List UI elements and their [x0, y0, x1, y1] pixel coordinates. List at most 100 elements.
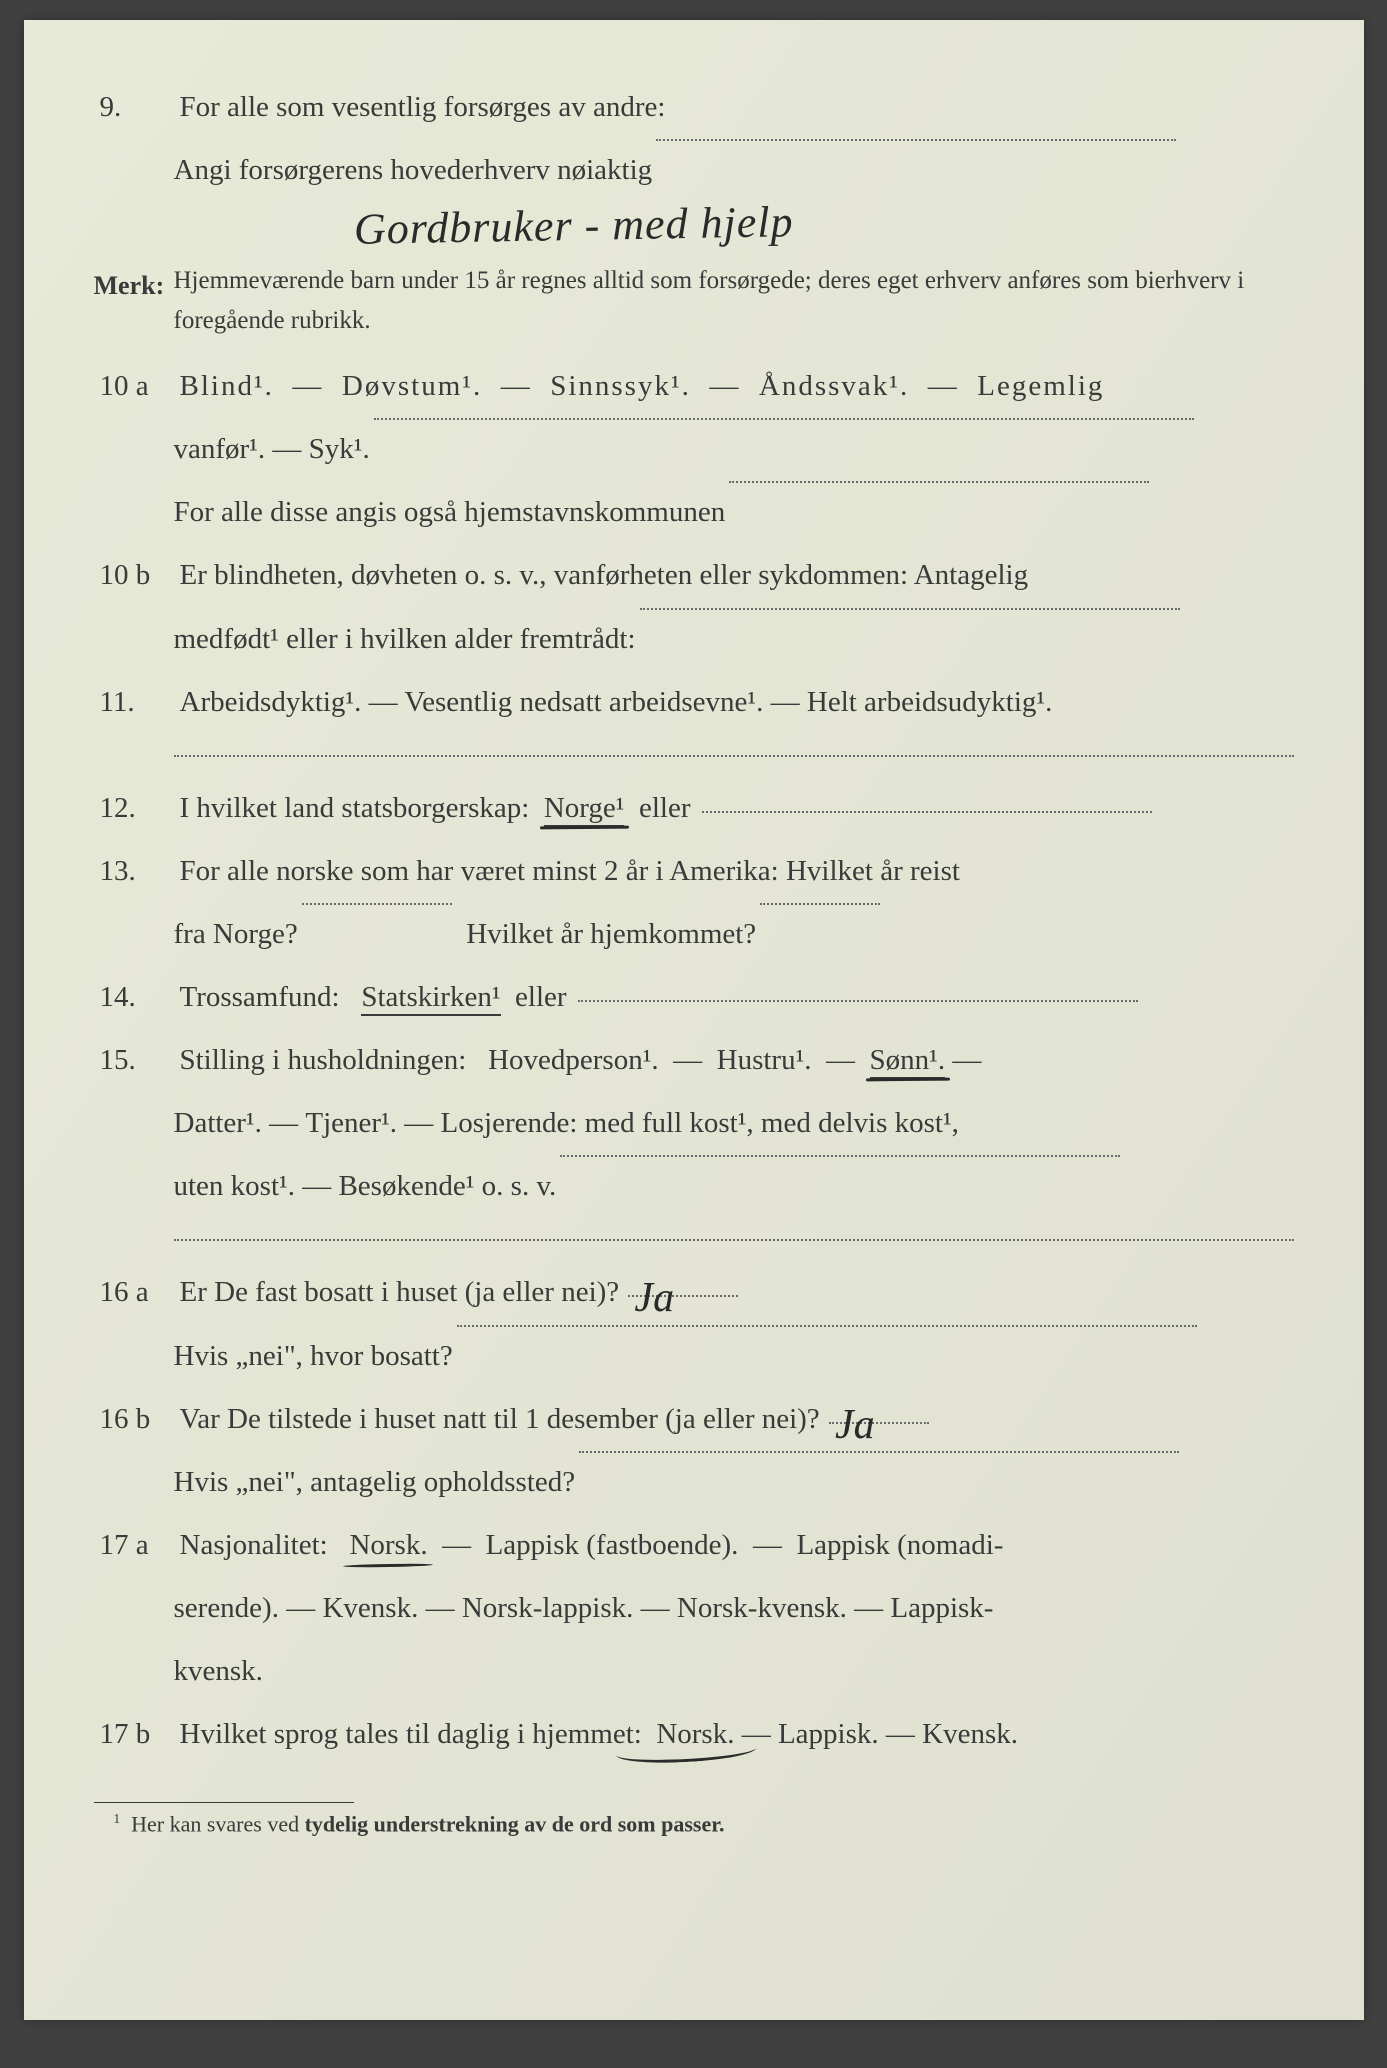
opt-tjener: Tjener¹. — [305, 1096, 397, 1151]
opt-norsk-sprog: Norsk. — [656, 1718, 734, 1750]
q16b-text2: Hvis „nei", antagelig opholdssted? — [174, 1455, 576, 1510]
q13-text2a: fra Norge? — [174, 907, 298, 962]
q15-text: Stilling i husholdningen: — [180, 1044, 467, 1076]
q17b-number: 17 b — [94, 1707, 180, 1762]
q17a-row: 17 a Nasjonalitet: Norsk. — Lappisk (fas… — [94, 1518, 1294, 1573]
q15-number: 15. — [94, 1033, 180, 1088]
q17b-text: Hvilket sprog tales til daglig i hjemmet… — [180, 1718, 642, 1750]
q11-opts: Arbeidsdyktig¹. — Vesentlig nedsatt arbe… — [180, 675, 1294, 730]
opt-fullkost: med full kost¹, — [585, 1096, 754, 1151]
q16a-body: Er De fast bosatt i huset (ja eller nei)… — [180, 1265, 1294, 1320]
footnote-rule — [94, 1802, 354, 1803]
q15-fill — [560, 1155, 1120, 1157]
q10a-line3-text: For alle disse angis også hjemstavnskomm… — [174, 485, 726, 540]
opt-andssvak: Åndssvak¹. — [759, 370, 909, 402]
q12-eller: eller — [639, 792, 691, 824]
divider-2 — [174, 1238, 1294, 1241]
q16a-answer: Ja — [634, 1259, 674, 1339]
q14-number: 14. — [94, 970, 180, 1025]
q16b-answer: Ja — [835, 1386, 875, 1466]
q16a-fill: Ja — [628, 1295, 738, 1297]
q10a-line2: vanfør¹. — Syk¹. — [174, 422, 1294, 477]
q11-row: 11. Arbeidsdyktig¹. — Vesentlig nedsatt … — [94, 675, 1294, 730]
q10b-fill — [640, 608, 1180, 610]
q17a-line3: kvensk. — [174, 1644, 1294, 1699]
opt-norsk-kvensk: Norsk-kvensk. — [677, 1581, 847, 1636]
q16b-row: 16 b Var De tilstede i huset natt til 1 … — [94, 1392, 1294, 1447]
merk-text: Hjemmeværende barn under 15 år regnes al… — [174, 261, 1294, 341]
opt-norsk: Norsk. — [349, 1529, 427, 1561]
q17a-number: 17 a — [94, 1518, 180, 1573]
q10b-text2: medfødt¹ eller i hvilken alder fremtrådt… — [174, 612, 636, 667]
footnote-sup: 1 — [114, 1811, 121, 1826]
opt-utenkost: uten kost¹. — [174, 1159, 295, 1214]
q10a-opts: Blind¹. — Døvstum¹. — Sinnssyk¹. — Åndss… — [180, 359, 1294, 414]
q10b-text1: Er blindheten, døvheten o. s. v., vanfør… — [180, 548, 1294, 603]
footnote-text-a: Her kan svares ved — [131, 1811, 305, 1836]
q13-fill1 — [302, 903, 452, 905]
q15-line2: Datter¹. — Tjener¹. — Losjerende: med fu… — [174, 1096, 1294, 1151]
q16b-fill: Ja — [829, 1422, 929, 1424]
opt-kvensk2: kvensk. — [174, 1644, 263, 1699]
q9-label: Angi forsørgerens hovederhverv nøiaktig — [174, 143, 653, 198]
q14-row: 14. Trossamfund: Statskirken¹ eller — [94, 970, 1294, 1025]
q13-row: 13. For alle norske som har været minst … — [94, 844, 1294, 899]
opt-lappisk-end: Lappisk- — [890, 1581, 993, 1636]
opt-norge: Norge¹ — [544, 792, 625, 827]
opt-sonn: Sønn¹. — [870, 1044, 946, 1079]
q11-number: 11. — [94, 675, 180, 730]
q9-fill-line — [656, 139, 1176, 141]
footnote-text-b: tydelig understrekning av de ord som pas… — [305, 1811, 725, 1836]
opt-dovstum: Døvstum¹. — [342, 370, 482, 402]
q13-text1: For alle norske som har været minst 2 år… — [180, 844, 1294, 899]
q13-fill2 — [760, 903, 880, 905]
q9-handwritten-answer: Gordbruker - med hjelp — [353, 196, 793, 255]
opt-lappisk-fast: Lappisk (fastboende). — [486, 1529, 739, 1561]
q13-line2: fra Norge? Hvilket år hjemkommet? — [174, 907, 1294, 962]
q16b-body: Var De tilstede i huset natt til 1 desem… — [180, 1392, 1294, 1447]
q14-eller: eller — [515, 981, 567, 1013]
q16a-fill2 — [457, 1325, 1197, 1327]
opt-norsk-lappisk: Norsk-lappisk. — [462, 1581, 634, 1636]
opt-arbeidsdyktig: Arbeidsdyktig¹. — [180, 686, 362, 718]
opt-lappisk-nomad: Lappisk (nomadi- — [796, 1529, 1003, 1561]
q15-line3: uten kost¹. — Besøkende¹ o. s. v. — [174, 1159, 1294, 1214]
q12-fill — [702, 811, 1152, 813]
q9-number: 9. — [94, 80, 180, 135]
q10a-line3: For alle disse angis også hjemstavnskomm… — [174, 485, 1294, 540]
q16a-text2: Hvis „nei", hvor bosatt? — [174, 1329, 453, 1384]
opt-lappisk-sprog: Lappisk. — [778, 1718, 879, 1750]
opt-hovedperson: Hovedperson¹. — [488, 1044, 659, 1076]
q12-number: 12. — [94, 781, 180, 836]
opt-serende: serende). — [174, 1581, 279, 1636]
opt-vanfor: vanfør¹. — [174, 422, 266, 477]
footnote: 1 Her kan svares ved tydelig understrekn… — [94, 1811, 1294, 1837]
census-form-page: 9. For alle som vesentlig forsørges av a… — [24, 20, 1364, 2020]
q12-body: I hvilket land statsborgerskap: Norge¹ e… — [180, 781, 1294, 836]
q16a-line2: Hvis „nei", hvor bosatt? — [174, 1329, 1294, 1384]
q17b-row: 17 b Hvilket sprog tales til daglig i hj… — [94, 1707, 1294, 1762]
opt-nedsatt: Vesentlig nedsatt arbeidsevne¹. — [404, 686, 763, 718]
q14-body: Trossamfund: Statskirken¹ eller — [180, 970, 1294, 1025]
opt-syk: Syk¹. — [309, 422, 370, 477]
q16b-text1: Var De tilstede i huset natt til 1 desem… — [180, 1403, 820, 1435]
q13-number: 13. — [94, 844, 180, 899]
q16a-text1: Er De fast bosatt i huset (ja eller nei)… — [180, 1276, 620, 1308]
q15-losjerende: Losjerende: — [441, 1096, 578, 1151]
merk-row: Merk: Hjemmeværende barn under 15 år reg… — [94, 261, 1294, 341]
q9-row: 9. For alle som vesentlig forsørges av a… — [94, 80, 1294, 135]
q14-text: Trossamfund: — [180, 981, 340, 1013]
q12-text: I hvilket land statsborgerskap: — [180, 792, 530, 824]
q17a-label: Nasjonalitet: — [180, 1529, 328, 1561]
q16b-number: 16 b — [94, 1392, 180, 1447]
opt-udyktig: Helt arbeidsudyktig¹. — [807, 686, 1052, 718]
q10a-row: 10 a Blind¹. — Døvstum¹. — Sinnssyk¹. — … — [94, 359, 1294, 414]
q17b-body: Hvilket sprog tales til daglig i hjemmet… — [180, 1707, 1294, 1762]
opt-statskirken: Statskirken¹ — [361, 981, 500, 1016]
q9-line2: Angi forsørgerens hovederhverv nøiaktig — [174, 143, 1294, 198]
q12-row: 12. I hvilket land statsborgerskap: Norg… — [94, 781, 1294, 836]
opt-besokende: Besøkende¹ o. s. v. — [338, 1159, 556, 1214]
q14-fill — [578, 1000, 1138, 1002]
q10b-number: 10 b — [94, 548, 180, 603]
q16a-row: 16 a Er De fast bosatt i huset (ja eller… — [94, 1265, 1294, 1320]
